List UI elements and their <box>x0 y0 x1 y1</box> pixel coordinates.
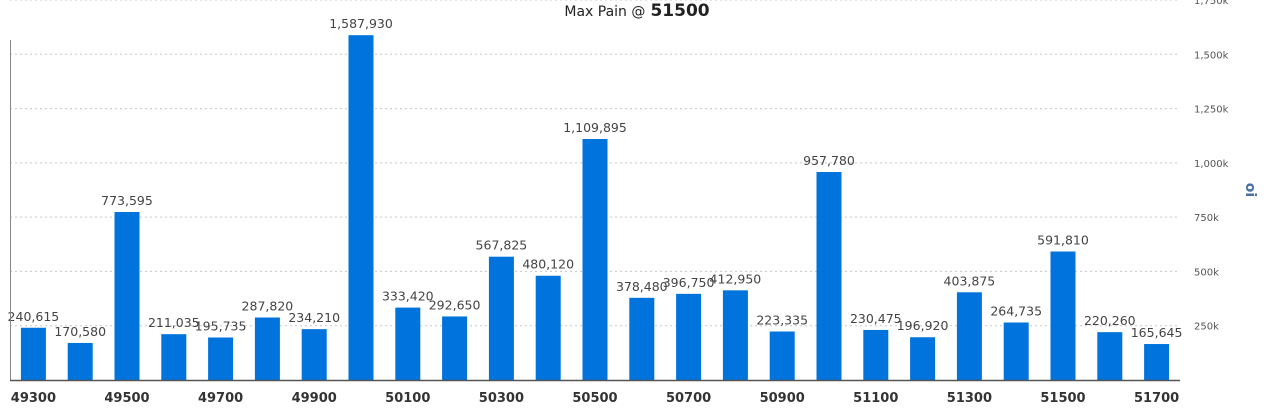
bar-49400[interactable] <box>67 342 93 380</box>
x-tick-label-50900: 50900 <box>760 391 805 406</box>
bar-51100[interactable] <box>863 329 889 380</box>
y-axis-title: oi <box>1242 183 1258 197</box>
bar-51000[interactable] <box>816 172 842 380</box>
value-label-51000: 957,780 <box>803 153 855 168</box>
y-tick-label: 750k <box>1194 213 1219 224</box>
x-tick-label-49700: 49700 <box>198 391 243 406</box>
value-label-51500: 591,810 <box>1037 232 1089 247</box>
bar-49500[interactable] <box>114 212 140 380</box>
bar-50900[interactable] <box>769 331 795 380</box>
value-label-51600: 220,260 <box>1084 313 1136 328</box>
x-tick-label-51300: 51300 <box>947 391 992 406</box>
bar-49700[interactable] <box>208 337 234 380</box>
bar-51200[interactable] <box>910 337 936 380</box>
value-label-50100: 333,420 <box>382 289 434 304</box>
value-label-49500: 773,595 <box>101 193 153 208</box>
x-tick-label-49300: 49300 <box>11 391 56 406</box>
chart-title: Max Pain @ 51500 <box>0 1 1274 21</box>
value-label-49700: 195,735 <box>195 318 247 333</box>
value-label-50700: 396,750 <box>663 275 715 290</box>
bar-49300[interactable] <box>20 327 46 380</box>
value-label-49800: 287,820 <box>242 299 294 314</box>
value-label-50900: 223,335 <box>756 313 808 328</box>
title-max-pain-strike: 51500 <box>650 1 710 21</box>
bar-50100[interactable] <box>395 307 421 380</box>
bar-50600[interactable] <box>629 297 655 380</box>
bar-49800[interactable] <box>254 317 280 380</box>
value-label-50400: 480,120 <box>522 257 574 272</box>
bar-50800[interactable] <box>722 290 748 380</box>
y-tick-label: 1,750k <box>1194 0 1229 7</box>
value-label-50200: 292,650 <box>429 297 481 312</box>
value-label-50600: 378,480 <box>616 279 668 294</box>
value-label-49400: 170,580 <box>54 324 106 339</box>
x-tick-label-50300: 50300 <box>479 391 524 406</box>
bar-51500[interactable] <box>1050 251 1076 380</box>
value-label-50500: 1,109,895 <box>563 120 627 135</box>
x-tick-label-50700: 50700 <box>666 391 711 406</box>
bar-51600[interactable] <box>1097 332 1123 380</box>
bar-51700[interactable] <box>1144 344 1170 380</box>
bar-51400[interactable] <box>1003 322 1029 380</box>
x-tick-label-51100: 51100 <box>853 391 898 406</box>
value-label-51700: 165,645 <box>1131 325 1183 340</box>
axes: 250k 500k 750k 1,000k 1,250k 1,500k 1,750k oi 49… <box>10 0 1258 406</box>
bar-49900[interactable] <box>301 329 327 380</box>
y-tick-label: 500k <box>1194 267 1219 278</box>
bar-50700[interactable] <box>676 293 702 380</box>
x-tick-label-49900: 49900 <box>292 391 337 406</box>
value-label-50300: 567,825 <box>476 238 528 253</box>
y-tick-label: 1,500k <box>1194 50 1229 61</box>
bar-50300[interactable] <box>488 256 514 380</box>
value-label-49600: 211,035 <box>148 315 200 330</box>
title-prefix: Max Pain @ <box>564 4 646 20</box>
x-tick-label-51700: 51700 <box>1134 391 1179 406</box>
bar-51300[interactable] <box>956 292 982 380</box>
value-label-51300: 403,875 <box>944 273 996 288</box>
x-tick-label-50500: 50500 <box>572 391 617 406</box>
bar-50200[interactable] <box>442 316 468 380</box>
y-tick-label: 1,250k <box>1194 105 1229 116</box>
value-label-51100: 230,475 <box>850 311 902 326</box>
bar-50500[interactable] <box>582 138 608 380</box>
y-tick-label: 1,000k <box>1194 159 1229 170</box>
y-tick-label: 250k <box>1194 322 1219 333</box>
x-tick-label-49500: 49500 <box>104 391 149 406</box>
bars <box>20 35 1170 380</box>
value-label-50000: 1,587,930 <box>329 16 393 31</box>
value-label-49300: 240,615 <box>8 309 60 324</box>
bar-49600[interactable] <box>161 334 187 380</box>
value-label-51400: 264,735 <box>990 304 1042 319</box>
bar-50400[interactable] <box>535 275 561 380</box>
bar-50000[interactable] <box>348 35 374 380</box>
value-label-49900: 234,210 <box>288 310 340 325</box>
x-tick-label-51500: 51500 <box>1040 391 1085 406</box>
value-label-51200: 196,920 <box>897 318 949 333</box>
value-label-50800: 412,950 <box>710 271 762 286</box>
x-tick-label-50100: 50100 <box>385 391 430 406</box>
